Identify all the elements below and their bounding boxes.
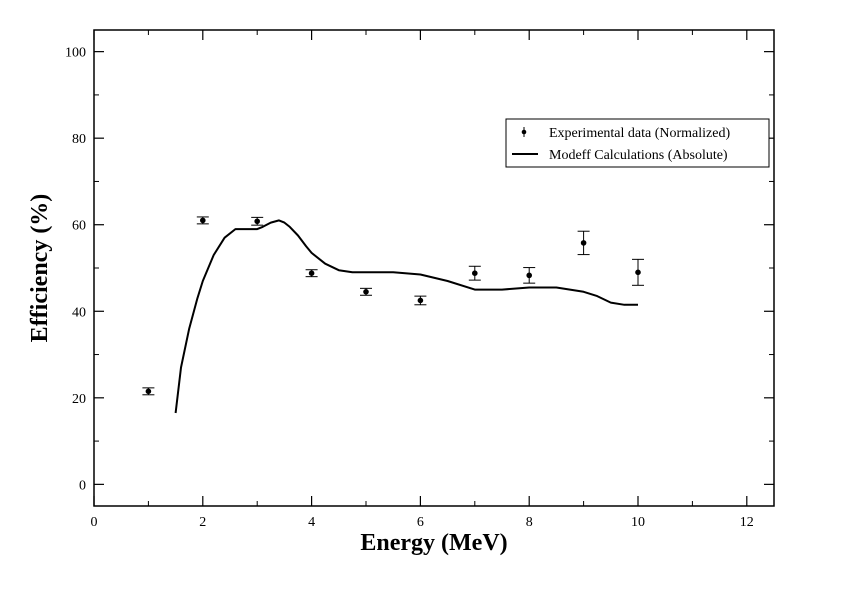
- experimental-point: [468, 265, 481, 281]
- data-point: [417, 297, 424, 304]
- y-axis-title: Efficiency (%): [27, 194, 53, 343]
- data-point: [472, 270, 478, 276]
- x-axis-title: Energy (MeV): [360, 530, 507, 556]
- experimental-point: [632, 258, 644, 286]
- axis-ticks: [93, 30, 774, 506]
- modeff-curve: [174, 219, 638, 414]
- experimental-point: [577, 230, 590, 256]
- y-tick-label: 60: [72, 219, 86, 234]
- axis-tick-labels: 0 2 4 6 8 10 12 0 20 40 60 80 100: [65, 46, 754, 530]
- experimental-point: [305, 269, 318, 278]
- experimental-point: [251, 216, 264, 226]
- y-tick-label: 40: [72, 305, 86, 320]
- x-tick-label: 4: [308, 515, 315, 530]
- legend-label-experimental: Experimental data (Normalized): [549, 126, 730, 141]
- x-tick-label: 6: [417, 515, 424, 530]
- y-tick-label: 80: [72, 132, 86, 147]
- x-tick-label: 10: [631, 515, 645, 530]
- data-point: [580, 240, 587, 246]
- legend-symbol-experimental: [521, 127, 527, 137]
- series-experimental-points: [142, 216, 644, 396]
- x-tick-label: 2: [199, 515, 206, 530]
- series-modeff-line: [174, 219, 638, 414]
- y-tick-label: 20: [72, 392, 86, 407]
- experimental-point: [142, 387, 155, 396]
- y-tick-label: 0: [79, 478, 86, 493]
- x-tick-label: 0: [91, 515, 98, 530]
- legend-box: [505, 118, 770, 168]
- experimental-point: [196, 216, 209, 225]
- data-point: [363, 289, 369, 295]
- legend: Experimental data (Normalized) Modeff Ca…: [505, 118, 770, 168]
- y-tick-label: 100: [65, 46, 86, 61]
- x-tick-label: 12: [740, 515, 754, 530]
- data-point: [635, 269, 641, 276]
- x-tick-label: 8: [526, 515, 533, 530]
- legend-label-modeff: Modeff Calculations (Absolute): [549, 148, 728, 163]
- data-point: [526, 272, 532, 279]
- experimental-point: [360, 287, 372, 296]
- data-point: [200, 217, 206, 224]
- experimental-point: [523, 267, 536, 284]
- data-point: [145, 388, 152, 395]
- data-point: [308, 270, 315, 276]
- legend-point: [521, 129, 527, 135]
- data-point: [254, 218, 260, 225]
- experimental-point: [414, 295, 427, 306]
